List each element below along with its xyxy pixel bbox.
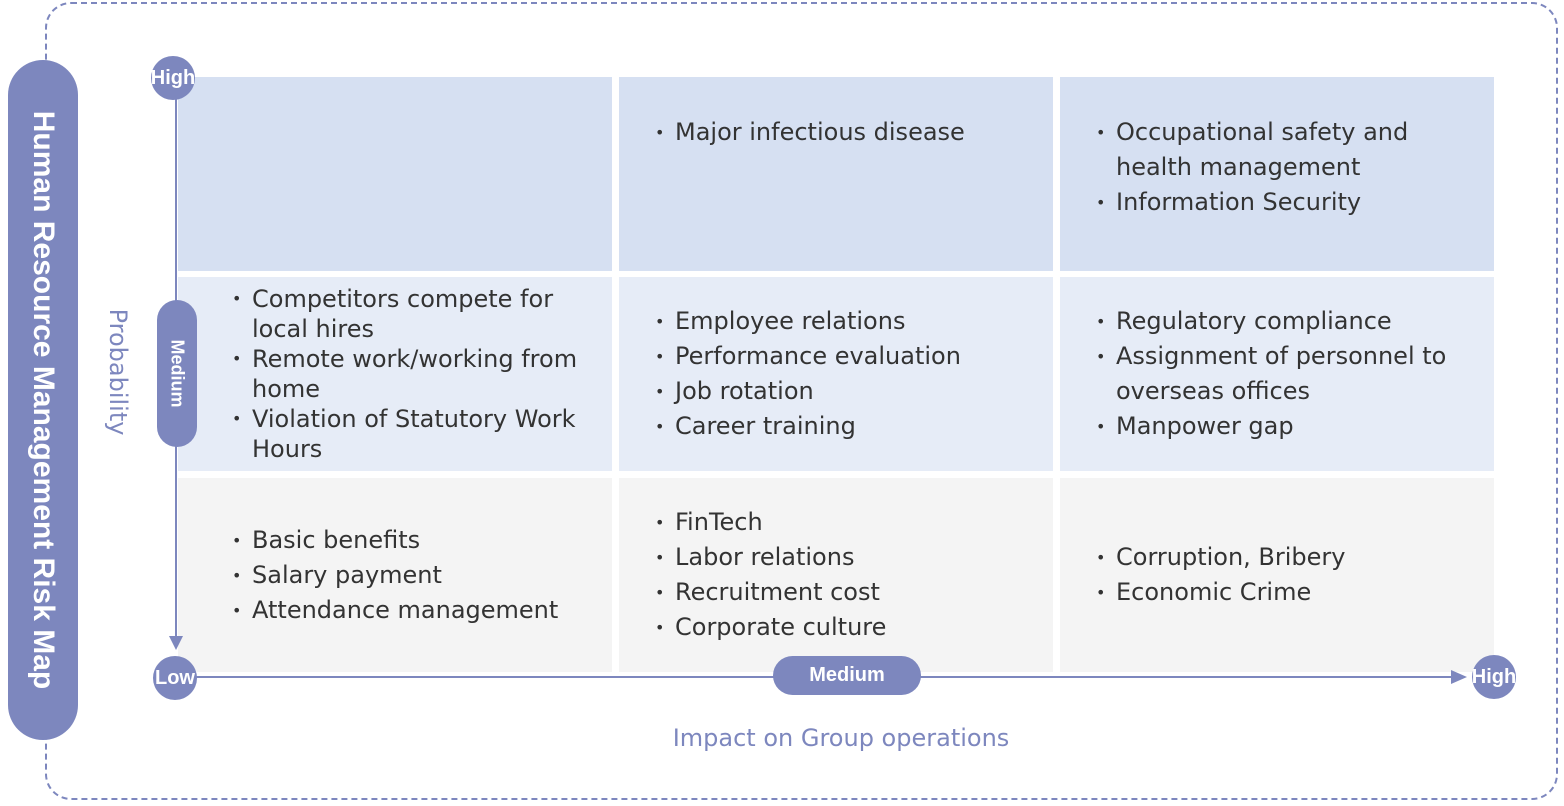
risk-cell: Occupational safety and health managemen… (1060, 77, 1494, 271)
x-medium: Medium (773, 656, 921, 695)
risk-item: Salary payment (232, 558, 602, 593)
x-high: High (1472, 655, 1516, 699)
risk-item: Regulatory compliance (1096, 304, 1466, 339)
title-pill (8, 60, 78, 740)
risk-item: Assignment of personnel to overseas offi… (1096, 339, 1466, 409)
y-axis-label: Probability (104, 308, 132, 436)
risk-item: Competitors compete for local hires (232, 284, 602, 344)
risk-item: FinTech (655, 505, 1025, 540)
risk-item: Corporate culture (655, 610, 1025, 645)
x-axis-label: Impact on Group operations (672, 724, 1010, 752)
y-high: High (151, 56, 195, 100)
risk-cell: Major infectious disease (619, 77, 1053, 271)
risk-cell: Regulatory complianceAssignment of perso… (1060, 277, 1494, 471)
risk-item: Performance evaluation (655, 339, 1025, 374)
risk-item: Recruitment cost (655, 575, 1025, 610)
risk-item: Career training (655, 409, 1025, 444)
risk-item: Economic Crime (1096, 575, 1466, 610)
risk-item: Information Security (1096, 185, 1466, 220)
risk-item: Occupational safety and health managemen… (1096, 115, 1466, 185)
risk-item: Labor relations (655, 540, 1025, 575)
risk-item: Violation of Statutory Work Hours (232, 404, 602, 464)
risk-item: Major infectious disease (655, 115, 1025, 150)
y-medium-pill: Medium (157, 300, 197, 447)
risk-item: Manpower gap (1096, 409, 1466, 444)
risk-item: Job rotation (655, 374, 1025, 409)
x-low: Low (153, 656, 197, 700)
risk-cell: FinTechLabor relationsRecruitment costCo… (619, 478, 1053, 672)
risk-cell: Basic benefitsSalary paymentAttendance m… (178, 478, 612, 672)
risk-cell: Competitors compete for local hiresRemot… (178, 277, 612, 471)
risk-cell: Corruption, BriberyEconomic Crime (1060, 478, 1494, 672)
risk-item: Corruption, Bribery (1096, 540, 1466, 575)
risk-cell: Employee relationsPerformance evaluation… (619, 277, 1053, 471)
risk-item: Employee relations (655, 304, 1025, 339)
risk-cell (178, 77, 612, 271)
risk-item: Attendance management (232, 593, 602, 628)
risk-item: Remote work/working from home (232, 344, 602, 404)
y-medium: Medium (167, 339, 188, 408)
risk-item: Basic benefits (232, 523, 602, 558)
